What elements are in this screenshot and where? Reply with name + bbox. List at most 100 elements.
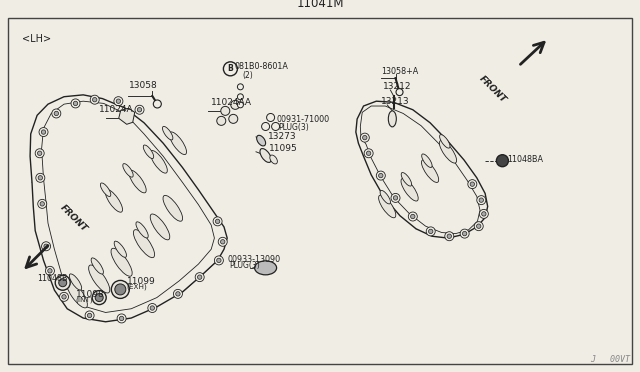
Circle shape: [195, 273, 204, 282]
Ellipse shape: [91, 258, 104, 274]
Text: 00933-13090: 00933-13090: [227, 255, 280, 264]
Text: 13058+A: 13058+A: [381, 67, 418, 76]
Ellipse shape: [163, 126, 173, 140]
Ellipse shape: [133, 230, 155, 258]
Circle shape: [60, 292, 68, 301]
Circle shape: [74, 101, 77, 106]
Ellipse shape: [100, 183, 111, 196]
Ellipse shape: [111, 248, 132, 276]
Circle shape: [367, 151, 371, 155]
Circle shape: [55, 275, 70, 290]
Circle shape: [44, 244, 48, 248]
Circle shape: [117, 314, 126, 323]
Ellipse shape: [150, 151, 167, 173]
Circle shape: [237, 102, 243, 108]
Text: 11024AA: 11024AA: [211, 98, 252, 107]
Circle shape: [477, 224, 481, 228]
Ellipse shape: [170, 132, 186, 154]
Text: B: B: [228, 64, 233, 73]
Text: FRONT: FRONT: [478, 74, 508, 105]
Polygon shape: [32, 149, 218, 292]
Polygon shape: [356, 101, 488, 238]
Circle shape: [447, 234, 451, 238]
Text: 13058: 13058: [129, 81, 158, 90]
Circle shape: [479, 198, 483, 202]
Circle shape: [38, 176, 42, 180]
Circle shape: [364, 149, 373, 158]
Text: PLUG(3): PLUG(3): [229, 262, 260, 270]
Text: 13273: 13273: [268, 132, 296, 141]
Text: 11041M: 11041M: [296, 0, 344, 10]
Circle shape: [59, 279, 67, 287]
Ellipse shape: [440, 141, 456, 163]
Text: 13213: 13213: [381, 97, 410, 106]
Circle shape: [468, 180, 477, 189]
Text: PLUG(3): PLUG(3): [278, 123, 309, 132]
Circle shape: [173, 289, 182, 298]
Ellipse shape: [123, 164, 133, 177]
Circle shape: [237, 94, 243, 100]
Text: 11099: 11099: [127, 278, 156, 286]
Circle shape: [396, 89, 403, 96]
Circle shape: [213, 217, 222, 226]
Circle shape: [42, 242, 51, 251]
Circle shape: [71, 99, 80, 108]
Text: (INT): (INT): [76, 296, 93, 303]
Ellipse shape: [143, 145, 154, 158]
Circle shape: [52, 109, 61, 118]
Circle shape: [376, 171, 385, 180]
Circle shape: [62, 295, 66, 299]
Circle shape: [218, 237, 227, 246]
Circle shape: [198, 275, 202, 279]
Circle shape: [460, 229, 469, 238]
Circle shape: [116, 99, 120, 103]
Ellipse shape: [422, 154, 432, 167]
Ellipse shape: [106, 190, 122, 212]
Text: FRONT: FRONT: [58, 203, 88, 234]
Circle shape: [114, 97, 123, 106]
Ellipse shape: [69, 274, 82, 290]
Text: 11095: 11095: [269, 144, 298, 153]
Circle shape: [93, 97, 97, 102]
Circle shape: [90, 95, 99, 104]
Circle shape: [474, 222, 483, 231]
Ellipse shape: [88, 265, 110, 293]
Circle shape: [379, 173, 383, 178]
Circle shape: [271, 122, 280, 131]
Circle shape: [497, 155, 508, 167]
Circle shape: [391, 193, 400, 202]
Ellipse shape: [114, 241, 127, 257]
Circle shape: [477, 196, 486, 205]
Text: 13212: 13212: [383, 82, 412, 91]
Circle shape: [262, 122, 269, 131]
Circle shape: [221, 240, 225, 244]
Circle shape: [48, 269, 52, 273]
Circle shape: [154, 100, 161, 108]
Circle shape: [92, 291, 106, 305]
Circle shape: [40, 202, 44, 206]
Circle shape: [111, 280, 129, 298]
Text: 11048B: 11048B: [37, 274, 68, 283]
FancyBboxPatch shape: [8, 18, 632, 364]
Circle shape: [267, 113, 275, 122]
Ellipse shape: [401, 173, 412, 186]
Circle shape: [223, 62, 237, 76]
Circle shape: [482, 212, 486, 216]
Circle shape: [463, 231, 467, 236]
Polygon shape: [357, 119, 448, 229]
Ellipse shape: [401, 179, 418, 201]
Ellipse shape: [257, 135, 266, 146]
Circle shape: [231, 100, 240, 109]
Text: (2): (2): [242, 71, 253, 80]
Circle shape: [120, 316, 124, 321]
Text: (EXH): (EXH): [127, 284, 147, 291]
Text: 11098: 11098: [76, 290, 104, 299]
Circle shape: [39, 128, 48, 137]
Circle shape: [445, 232, 454, 241]
Circle shape: [138, 108, 141, 112]
Circle shape: [363, 135, 367, 140]
Circle shape: [88, 313, 92, 318]
Circle shape: [228, 114, 238, 124]
Polygon shape: [119, 108, 135, 124]
Ellipse shape: [422, 160, 438, 182]
